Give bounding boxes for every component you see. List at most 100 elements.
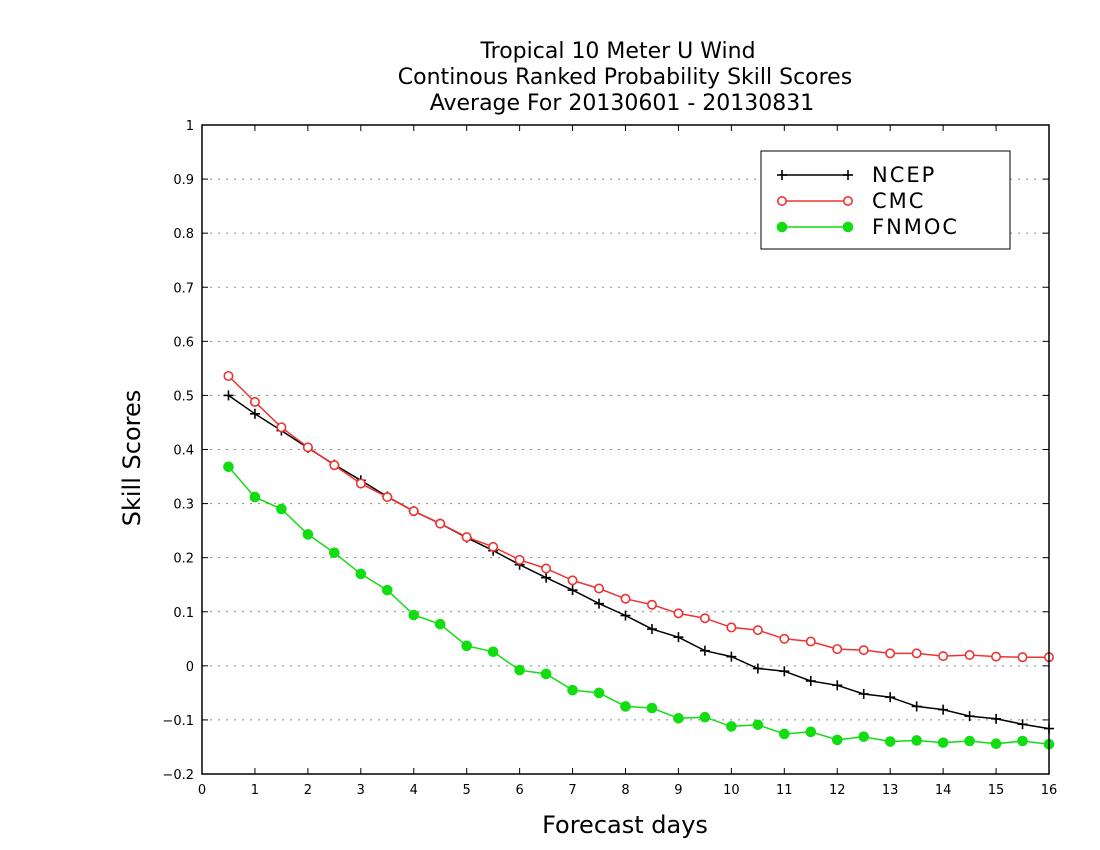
data-point-cmc xyxy=(673,608,684,619)
data-point-ncep xyxy=(594,598,605,609)
series-line-ncep xyxy=(228,394,1050,730)
data-point-fnmoc xyxy=(699,711,711,723)
data-point-ncep xyxy=(991,713,1002,724)
y-tick-label: 0.5 xyxy=(173,389,194,404)
y-tick-label: 0.4 xyxy=(173,444,194,459)
x-tick-label: 4 xyxy=(410,783,418,798)
data-point-cmc xyxy=(779,633,790,644)
data-point-cmc xyxy=(1017,652,1028,663)
data-point-fnmoc xyxy=(329,547,340,559)
series-layer xyxy=(223,370,1055,750)
data-point-ncep xyxy=(699,645,710,656)
legend-item-fnmoc: FNMOC xyxy=(776,215,959,239)
data-point-ncep xyxy=(911,701,922,712)
title-line-3: Average For 20130601 - 20130831 xyxy=(430,91,815,116)
data-point-fnmoc xyxy=(540,668,552,680)
data-point-fnmoc xyxy=(858,731,870,742)
data-point-fnmoc xyxy=(593,687,605,699)
data-point-ncep xyxy=(885,692,896,703)
data-point-cmc xyxy=(938,651,949,662)
legend-marker xyxy=(776,221,788,233)
series-fnmoc xyxy=(223,461,1055,750)
legend-label: FNMOC xyxy=(872,215,959,239)
data-point-cmc xyxy=(382,492,393,503)
data-point-fnmoc xyxy=(276,503,287,515)
x-tick-label: 13 xyxy=(882,783,899,798)
data-point-ncep xyxy=(964,711,975,722)
data-point-ncep xyxy=(223,390,234,401)
data-point-cmc xyxy=(964,650,975,661)
data-point-ncep xyxy=(567,585,578,596)
data-point-cmc xyxy=(488,541,499,552)
data-point-cmc xyxy=(699,613,710,624)
data-point-ncep xyxy=(541,572,552,583)
data-point-cmc xyxy=(461,532,472,543)
y-tick-label: −0.1 xyxy=(162,714,194,729)
x-axis-label: Forecast days xyxy=(542,811,708,839)
data-point-ncep xyxy=(646,624,657,635)
legend-marker xyxy=(843,170,853,180)
legend-label: NCEP xyxy=(872,163,936,187)
data-point-ncep xyxy=(752,663,763,674)
x-axis-ticks: 0 1 2 3 4 5 6 7 8 9 10 11 12 13 14 15 16 xyxy=(198,125,1057,798)
x-tick-label: 2 xyxy=(304,783,312,798)
data-point-fnmoc xyxy=(673,712,684,724)
plot-frame xyxy=(201,124,1050,775)
data-point-fnmoc xyxy=(302,529,314,540)
data-point-ncep xyxy=(858,688,869,699)
x-tick-label: 10 xyxy=(723,783,740,798)
data-point-fnmoc xyxy=(620,701,631,712)
legend-marker xyxy=(842,221,854,233)
y-axis-ticks: −0.2 −0.1 0 0.1 0.2 0.3 0.4 0.5 0.6 0.7 0.8 0.9 1 xyxy=(162,119,1049,783)
data-point-fnmoc xyxy=(779,728,790,740)
data-point-fnmoc xyxy=(514,664,525,676)
data-point-cmc xyxy=(805,636,816,647)
y-tick-label: 1 xyxy=(186,119,194,134)
legend-marker xyxy=(842,196,853,207)
data-point-ncep xyxy=(673,632,684,643)
data-point-cmc xyxy=(858,645,869,656)
y-tick-label: 0.9 xyxy=(173,173,194,188)
data-point-cmc xyxy=(408,506,419,517)
data-point-cmc xyxy=(435,518,446,529)
x-tick-label: 1 xyxy=(251,783,259,798)
legend-item-ncep: NCEP xyxy=(777,163,936,187)
legend-marker xyxy=(777,170,787,180)
data-point-ncep xyxy=(249,408,260,419)
data-point-ncep xyxy=(832,680,843,691)
data-point-fnmoc xyxy=(381,584,393,596)
data-point-fnmoc xyxy=(990,738,1002,750)
x-tick-label: 0 xyxy=(198,783,206,798)
data-point-cmc xyxy=(567,575,578,586)
data-point-cmc xyxy=(594,583,605,594)
legend-box xyxy=(760,150,1011,250)
y-tick-label: −0.2 xyxy=(162,768,194,783)
data-point-fnmoc xyxy=(1017,735,1028,747)
data-point-fnmoc xyxy=(937,737,949,748)
legend-marker xyxy=(776,196,787,207)
y-tick-label: 0.8 xyxy=(173,227,194,242)
data-point-fnmoc xyxy=(567,684,578,696)
series-ncep xyxy=(223,390,1054,734)
data-point-cmc xyxy=(991,651,1002,662)
y-axis-label: Skill Scores xyxy=(118,390,146,527)
data-point-cmc xyxy=(302,442,313,453)
x-tick-label: 15 xyxy=(988,783,1005,798)
data-point-ncep xyxy=(779,666,790,677)
data-point-cmc xyxy=(885,648,896,659)
data-point-fnmoc xyxy=(964,735,975,747)
series-line-cmc xyxy=(227,375,1049,658)
data-point-ncep xyxy=(726,651,737,662)
data-point-cmc xyxy=(329,460,340,471)
chart-title: Tropical 10 Meter U Wind Continous Ranke… xyxy=(398,39,852,116)
series-line-fnmoc xyxy=(227,466,1050,746)
y-tick-label: 0.6 xyxy=(173,335,194,350)
x-tick-label: 8 xyxy=(621,783,629,798)
legend-label: CMC xyxy=(872,189,925,213)
data-point-cmc xyxy=(646,599,657,610)
data-point-cmc xyxy=(620,593,631,604)
data-point-ncep xyxy=(1017,719,1028,730)
data-point-cmc xyxy=(223,370,234,381)
